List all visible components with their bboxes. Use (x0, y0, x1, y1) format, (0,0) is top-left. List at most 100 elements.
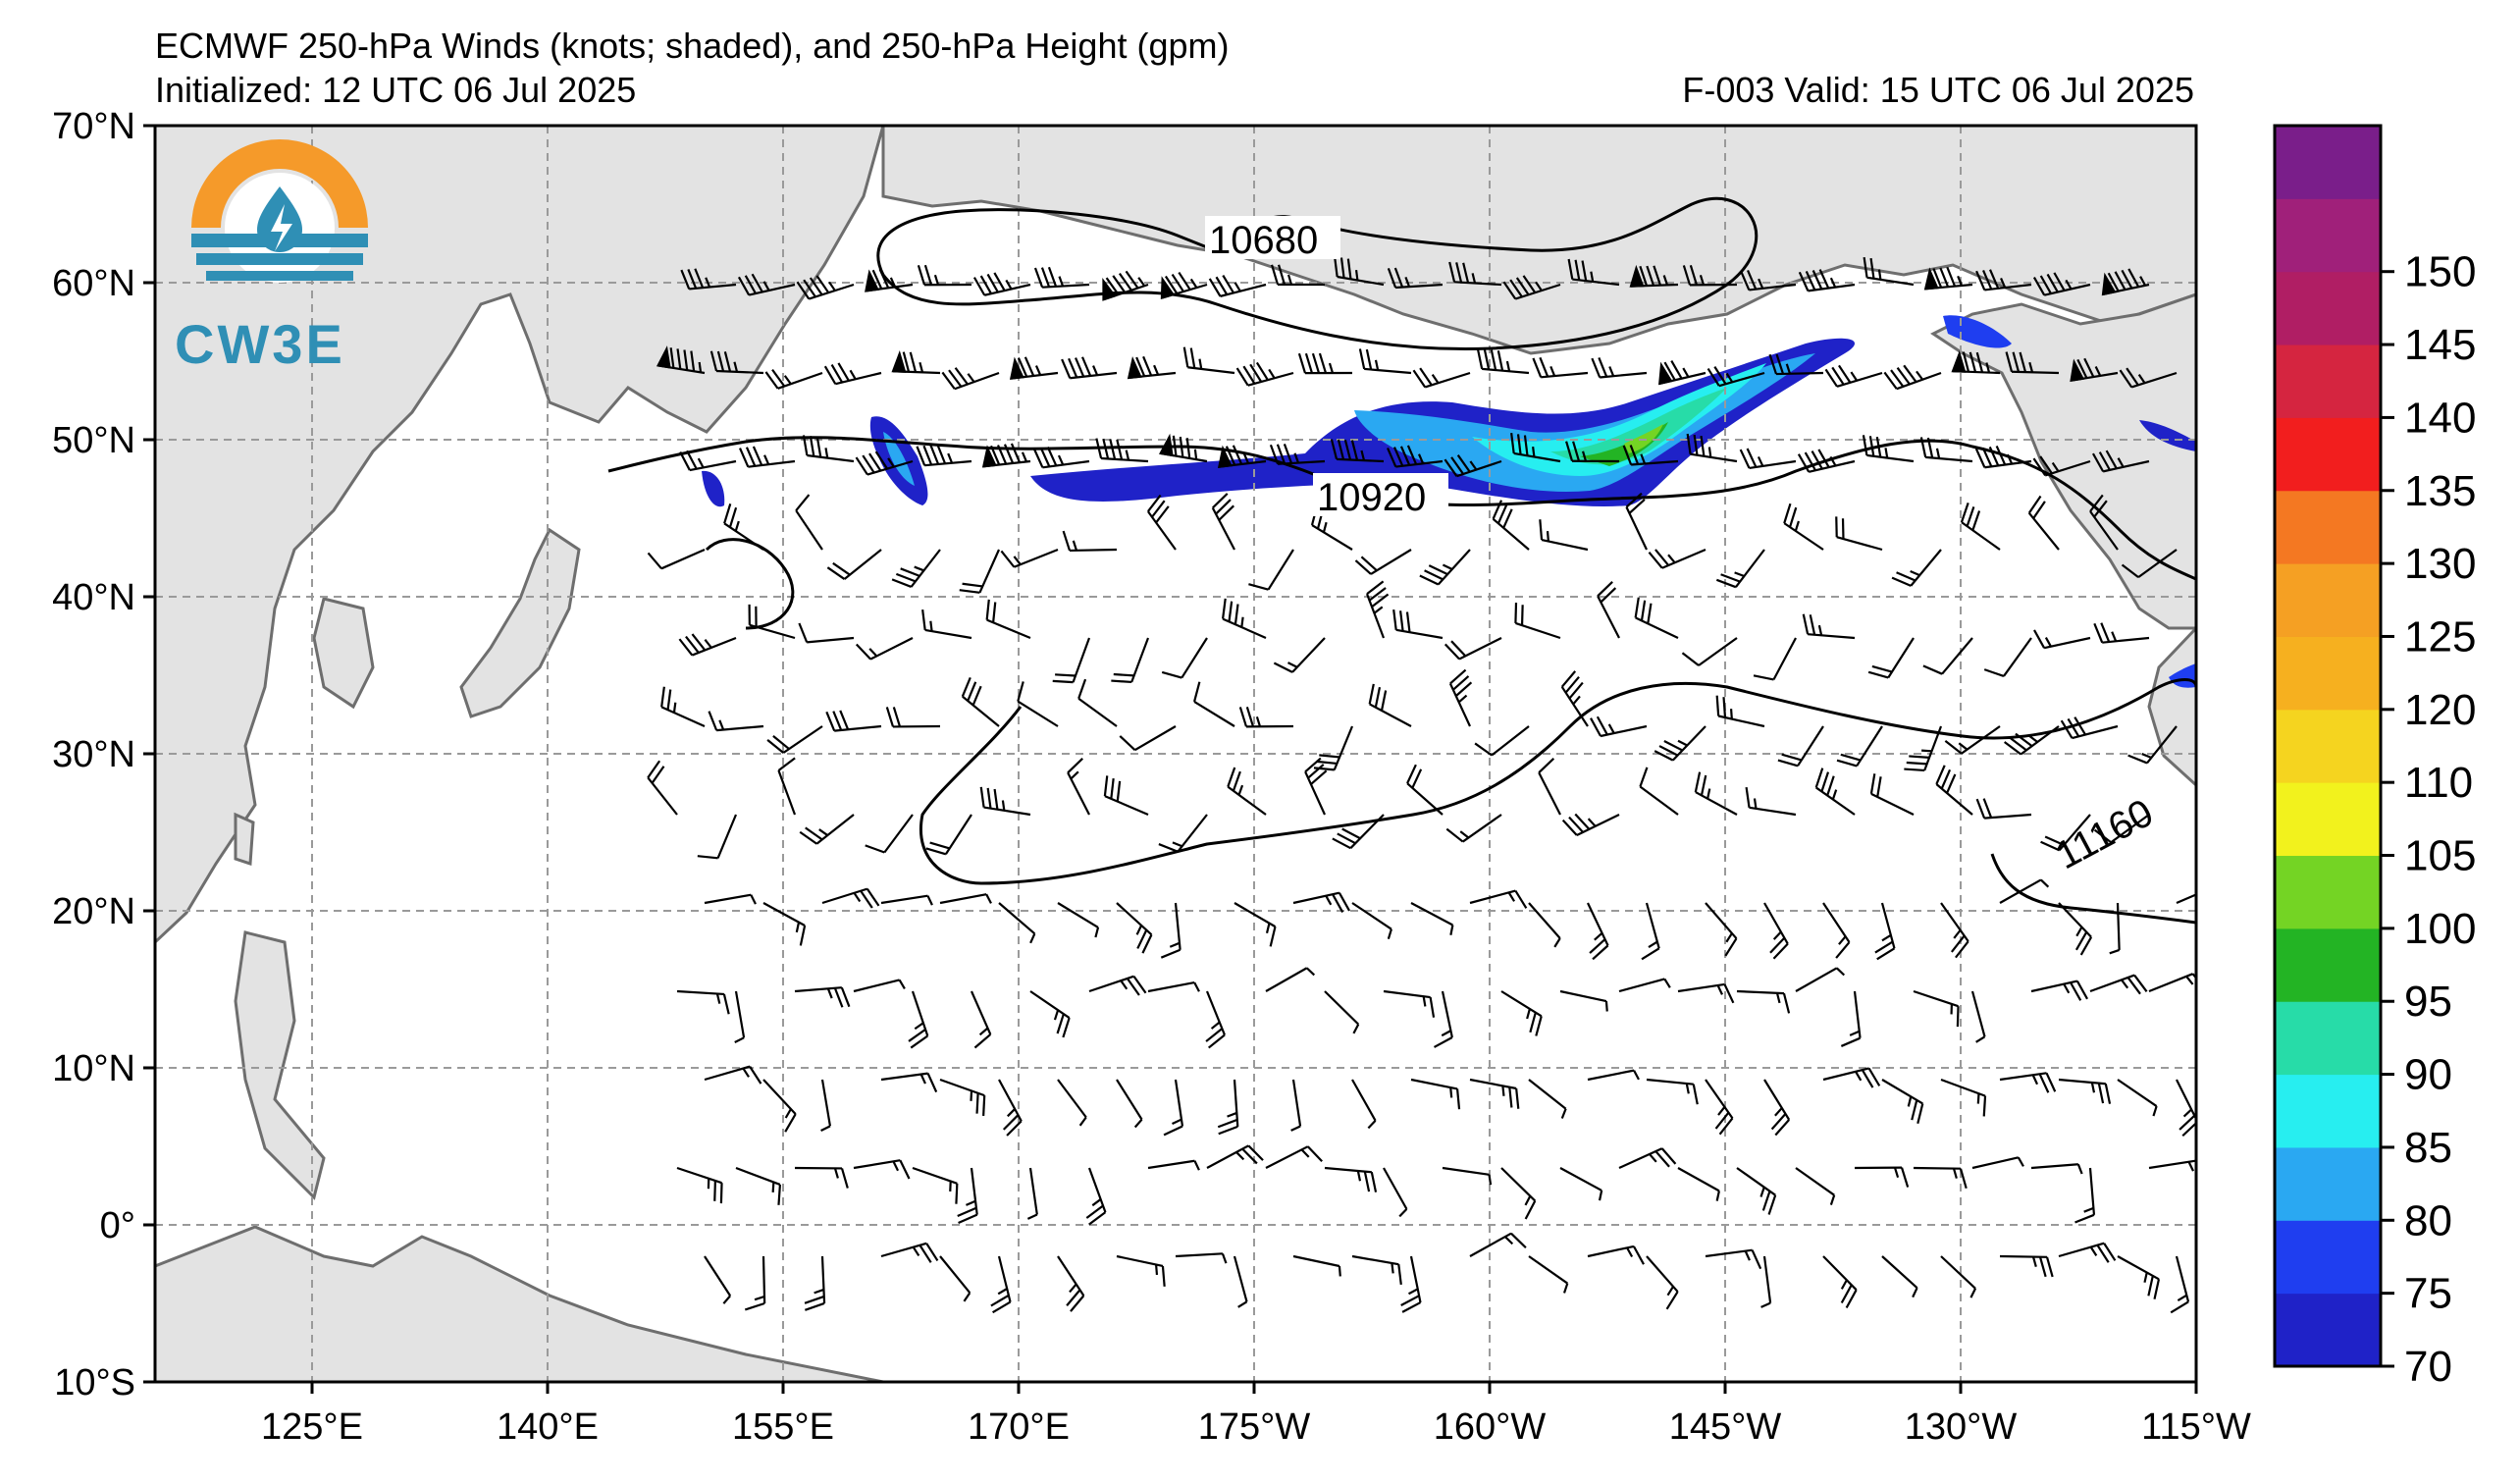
wind-barb (1587, 1069, 1640, 1082)
wind-barb (1881, 1255, 1918, 1298)
wind-barb (1736, 989, 1791, 1014)
colorbar-label: 130 (2404, 540, 2476, 588)
colorbar-label: 85 (2404, 1124, 2452, 1172)
land-layer (155, 126, 2196, 1382)
wind-barb (1400, 1255, 1422, 1313)
wind-barb (981, 443, 1031, 468)
wind-barb (1235, 361, 1294, 387)
colorbar-label: 95 (2404, 978, 2452, 1026)
wind-barb (1763, 1079, 1791, 1137)
contour-tropical (1990, 853, 2196, 925)
wind-barb (762, 902, 807, 946)
wind-barb (1444, 454, 1502, 478)
wind-barb (1528, 1255, 1569, 1294)
colorbar-segment (2275, 563, 2381, 637)
wind-barb (1646, 1078, 1699, 1105)
wind-barb (921, 609, 972, 640)
wind-barb (795, 494, 823, 551)
colorbar-segment (2275, 1146, 2381, 1221)
wind-barb (1975, 269, 2032, 291)
colorbar-segment (2275, 490, 2381, 564)
wind-barb (939, 1078, 986, 1117)
wind-barb (1127, 355, 1177, 380)
wind-barb (1874, 902, 1896, 961)
wind-barb (1324, 990, 1360, 1034)
wind-barb (2117, 1255, 2161, 1299)
wind-barb (1970, 990, 1986, 1043)
wind-barb (1102, 270, 1149, 301)
wind-barb (709, 350, 764, 375)
wind-barb (1798, 269, 1856, 292)
wind-barb (1160, 271, 1208, 300)
colorbar-segment (2275, 1293, 2381, 1367)
wind-barb (1238, 707, 1294, 728)
colorbar-segment (2275, 126, 2381, 199)
wind-barb (1026, 1167, 1038, 1220)
wind-barb (1983, 637, 2032, 677)
wind-barb (735, 1166, 782, 1205)
wind-barb (1227, 767, 1267, 816)
wind-barb (1233, 1255, 1248, 1308)
wind-barb (998, 902, 1036, 944)
wind-barb (1739, 448, 1797, 470)
wind-barb (1634, 597, 1679, 639)
wind-barb (1539, 519, 1589, 552)
colorbar-segment (2275, 782, 2381, 857)
colorbar-segment (2275, 417, 2381, 492)
wind-barb (1940, 1255, 1977, 1298)
wind-barb (1654, 725, 1706, 762)
wind-barb (1559, 989, 1608, 1012)
lat-label: 70°N (52, 106, 135, 147)
wind-barb (2093, 622, 2150, 644)
wind-barb (1290, 1079, 1302, 1132)
wind-barb (1824, 364, 1883, 388)
wind-barb (1904, 725, 1943, 772)
colorbar-label: 75 (2404, 1270, 2452, 1318)
wind-barb (802, 435, 855, 463)
colorbar-segment (2275, 709, 2381, 783)
wind-barb (1940, 902, 1969, 959)
wind-barb (1324, 1166, 1378, 1192)
wind-barb (1387, 267, 1444, 290)
wind-barb (1271, 264, 1326, 287)
logo-text: CW3E (175, 313, 345, 375)
wind-barb (737, 273, 796, 296)
wind-barb (2091, 450, 2150, 473)
colorbar-label: 125 (2404, 612, 2476, 661)
wind-barb (1419, 549, 1471, 586)
wind-barb (1923, 266, 1973, 291)
wind-barb (1836, 725, 1883, 768)
wind-barb (1383, 1167, 1408, 1218)
wind-barb (794, 1166, 849, 1189)
colorbar-label: 105 (2404, 832, 2476, 880)
lightning-icon (271, 204, 292, 251)
lat-label: 10°N (52, 1048, 135, 1089)
wind-barb (1067, 758, 1090, 816)
wind-barb (1922, 637, 1973, 675)
lat-label: 50°N (52, 420, 135, 461)
wind-barb (1867, 637, 1915, 679)
wind-barb (1387, 445, 1444, 468)
wind-barb (853, 979, 906, 993)
wind-barb (1822, 1067, 1881, 1088)
wind-barb (1061, 356, 1118, 380)
jet-shading-band (1354, 353, 1815, 492)
wind-barb (1217, 445, 1267, 468)
wind-barb (1975, 798, 2032, 820)
wind-barb (723, 503, 764, 551)
wind-barb (1706, 366, 1765, 388)
cw3e-logo: CW3E (175, 139, 368, 375)
wind-barb (998, 1079, 1023, 1137)
wind-barb (1597, 581, 1620, 639)
wind-barb (1330, 439, 1385, 463)
contour-low-west (705, 538, 795, 630)
alaska-landmass (881, 126, 2196, 355)
wind-barb (1412, 367, 1471, 389)
wind-barb (880, 1072, 938, 1093)
wind-barb (959, 549, 1001, 594)
wind-barb (1292, 1254, 1341, 1277)
lon-label: 115°W (2141, 1406, 2251, 1448)
wind-barb (1587, 1245, 1645, 1265)
wind-barb (855, 637, 914, 661)
wind-barb (1560, 670, 1589, 727)
